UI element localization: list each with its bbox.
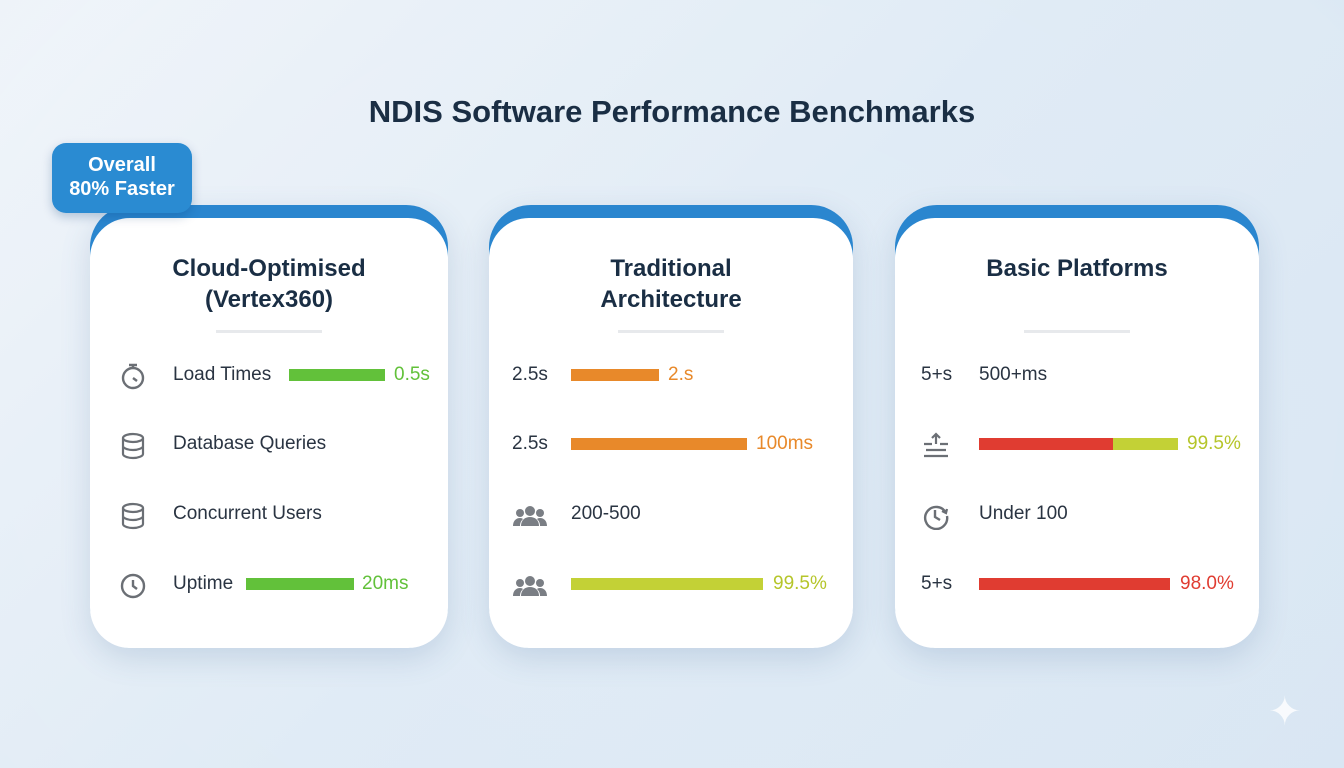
clock-refresh-icon — [924, 505, 949, 530]
bar-lime-segment — [1113, 438, 1178, 450]
row-value: 0.5s — [394, 364, 430, 385]
row-left-value: 5+s — [921, 364, 953, 385]
database-icon — [121, 502, 145, 530]
page-title: NDIS Software Performance Benchmarks — [368, 94, 976, 129]
bar — [571, 578, 763, 590]
card-title: Traditional Architecture — [600, 255, 742, 313]
bar — [289, 369, 385, 381]
users-icon — [513, 576, 547, 596]
database-icon — [121, 432, 145, 460]
bar — [571, 438, 747, 450]
card-traditional-architecture: Traditional Architecture 2.5s 2.s 2.5s 10… — [489, 205, 853, 648]
overall-faster-badge: Overall 80% Faster — [52, 143, 192, 213]
card-cloud-optimised: Cloud-Optimised (Vertex360) Load Times 0.… — [90, 205, 448, 648]
row-label: Load Times — [173, 364, 272, 385]
users-icon — [513, 506, 547, 526]
row-value: 99.5% — [773, 573, 827, 594]
row-left-value: 2.5s — [512, 364, 548, 385]
bar-red-segment — [979, 438, 1113, 450]
card-title: Basic Platforms — [986, 255, 1168, 282]
bar — [979, 578, 1170, 590]
row-left-value: 5+s — [921, 573, 953, 594]
row-value: 100ms — [756, 433, 814, 454]
divider — [1024, 330, 1130, 333]
row-left-value: 2.5s — [512, 433, 548, 454]
row-value: 2.s — [668, 364, 694, 385]
row-value: 20ms — [362, 573, 409, 594]
row-label: Under 100 — [979, 503, 1068, 524]
divider — [618, 330, 724, 333]
card-basic-platforms: Basic Platforms 5+s 500+ms 99.5% Under 1… — [895, 205, 1259, 648]
row-label: Concurrent Users — [173, 503, 322, 524]
row-label: Uptime — [173, 573, 234, 594]
stopwatch-icon — [121, 363, 145, 390]
bar — [571, 369, 659, 381]
clock-icon — [120, 573, 146, 599]
sparkle-icon: ✦ — [1268, 690, 1302, 734]
row-value: 98.0% — [1180, 573, 1234, 594]
card-title: Cloud-Optimised (Vertex360) — [172, 255, 366, 313]
row-label: Database Queries — [173, 433, 327, 454]
row-label: 200-500 — [571, 503, 641, 524]
bar — [246, 578, 354, 590]
divider — [216, 330, 322, 333]
sliders-icon — [924, 432, 948, 458]
row-value: 99.5% — [1187, 433, 1241, 454]
row-label: 500+ms — [979, 364, 1048, 385]
